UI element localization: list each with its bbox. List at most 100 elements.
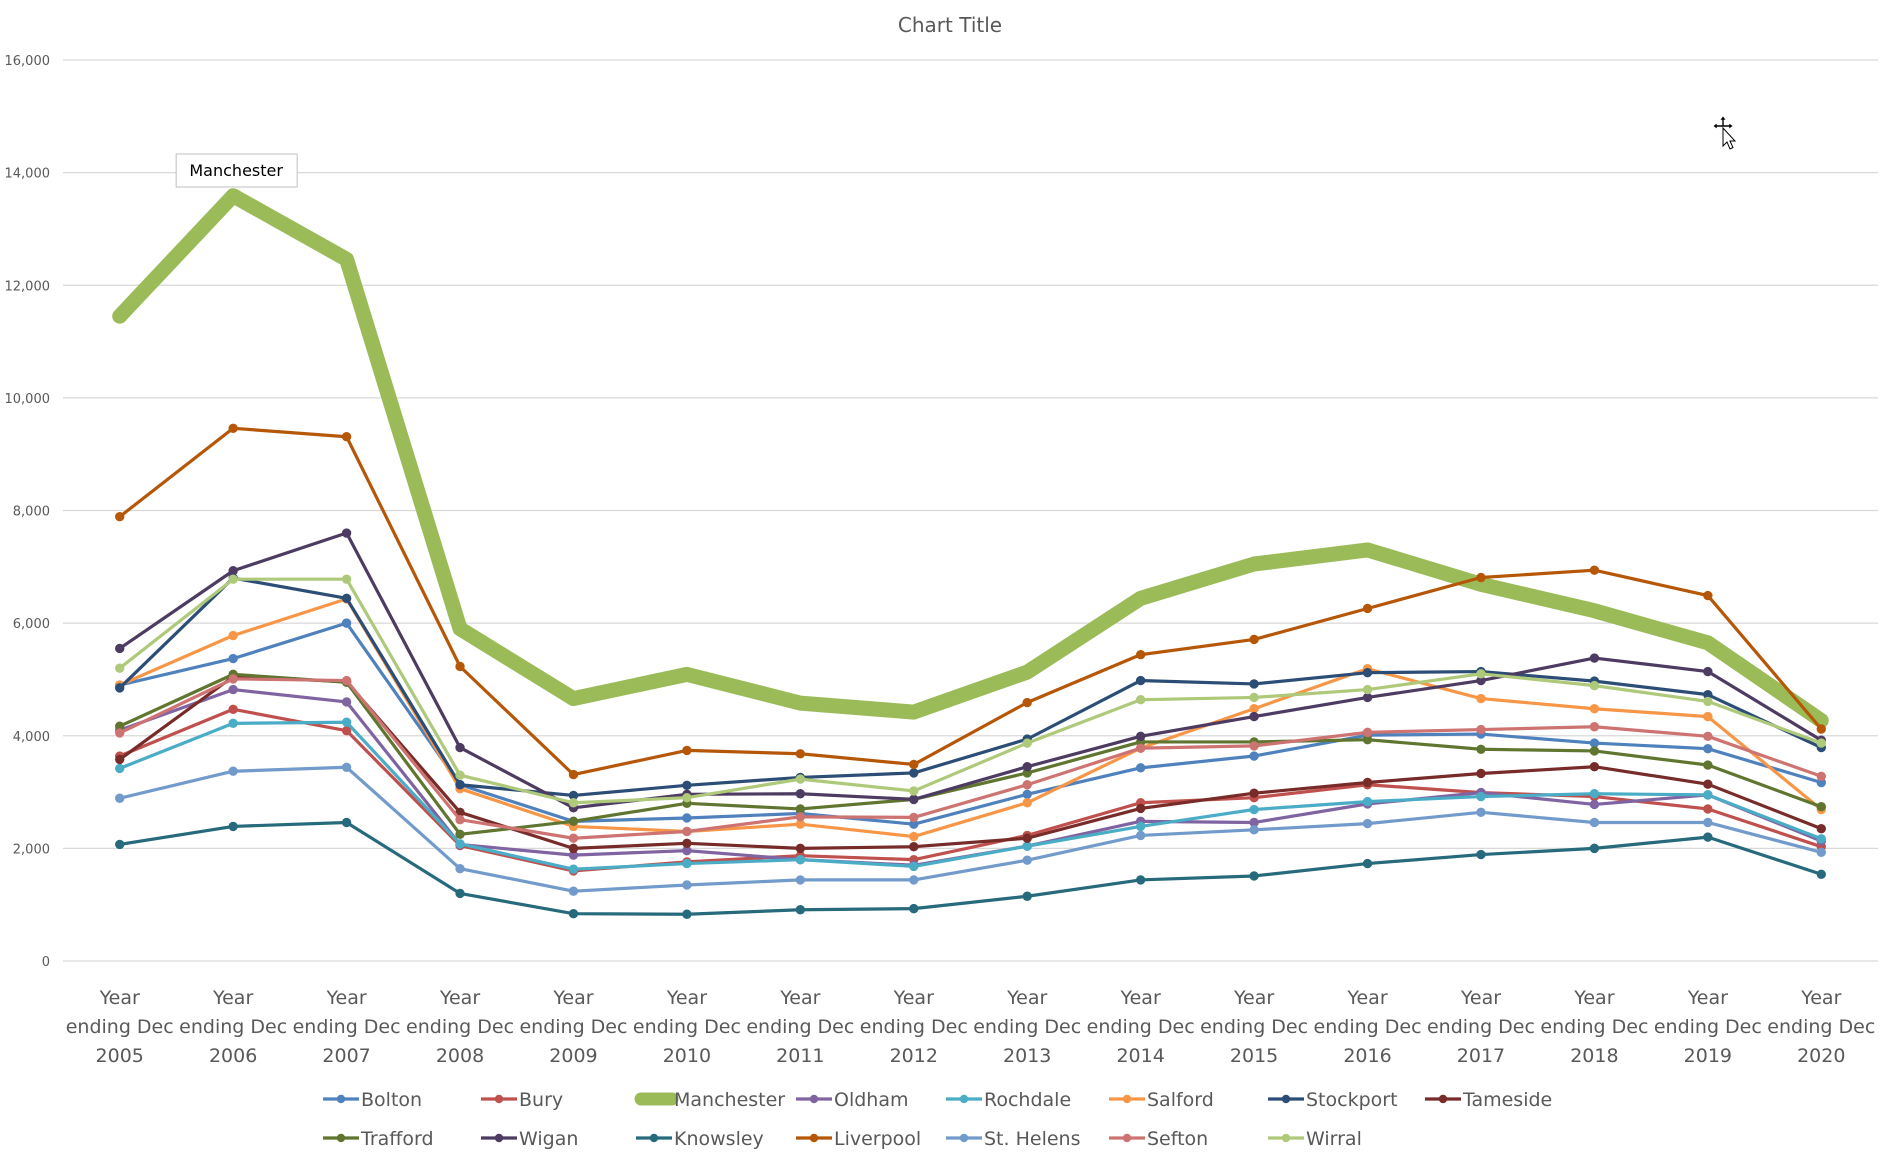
data-point[interactable] (1362, 796, 1373, 807)
data-point[interactable] (1816, 847, 1826, 858)
data-point[interactable] (909, 794, 919, 805)
data-point[interactable] (795, 812, 806, 822)
legend-item[interactable]: Bury (481, 1089, 563, 1111)
data-point[interactable] (1022, 762, 1032, 772)
data-point[interactable] (568, 908, 579, 919)
data-point[interactable] (1249, 692, 1259, 703)
data-point[interactable] (228, 566, 238, 576)
data-point[interactable] (1135, 763, 1146, 773)
data-point[interactable] (1249, 711, 1259, 722)
data-point[interactable] (1022, 833, 1032, 843)
legend-item[interactable]: St. Helens (946, 1128, 1080, 1150)
data-point[interactable] (1589, 843, 1600, 854)
data-point[interactable] (1362, 727, 1373, 738)
data-point[interactable] (1476, 669, 1486, 679)
data-point[interactable] (455, 829, 465, 839)
data-point[interactable] (682, 780, 692, 791)
data-point[interactable] (228, 630, 238, 641)
data-point[interactable] (1249, 704, 1259, 714)
legend-item[interactable]: Wirral (1268, 1128, 1362, 1150)
data-point[interactable] (1816, 834, 1826, 844)
data-point[interactable] (682, 838, 692, 849)
data-point[interactable] (1476, 572, 1486, 583)
data-point[interactable] (1476, 768, 1486, 779)
data-point[interactable] (1022, 697, 1032, 708)
data-point[interactable] (568, 798, 579, 808)
data-point[interactable] (1703, 760, 1713, 770)
data-point[interactable] (1816, 823, 1826, 834)
data-point[interactable] (455, 839, 465, 849)
data-point[interactable] (1135, 743, 1146, 753)
legend-item[interactable]: Knowsley (636, 1128, 764, 1150)
data-point[interactable] (1249, 871, 1259, 881)
data-point[interactable] (795, 789, 806, 799)
data-label-callout[interactable]: Manchester (175, 153, 298, 188)
data-point[interactable] (682, 858, 692, 869)
data-point[interactable] (1589, 789, 1600, 799)
data-point[interactable] (341, 717, 352, 727)
data-point[interactable] (115, 683, 125, 693)
data-point[interactable] (568, 833, 579, 843)
data-point[interactable] (795, 875, 806, 885)
data-point[interactable] (1703, 744, 1713, 754)
data-point[interactable] (1703, 666, 1713, 677)
data-point[interactable] (682, 880, 692, 890)
data-point[interactable] (1703, 804, 1713, 814)
data-point[interactable] (1476, 724, 1486, 735)
data-point[interactable] (568, 769, 579, 780)
data-point[interactable] (1022, 855, 1032, 865)
data-point[interactable] (1589, 762, 1600, 772)
data-point[interactable] (1703, 590, 1713, 601)
data-point[interactable] (1589, 653, 1600, 663)
data-point[interactable] (1249, 751, 1259, 761)
data-point[interactable] (1249, 825, 1259, 835)
data-point[interactable] (909, 861, 919, 872)
data-point[interactable] (455, 661, 465, 672)
data-point[interactable] (228, 766, 238, 776)
data-point[interactable] (341, 817, 352, 828)
series-sefton[interactable] (115, 674, 1826, 843)
data-point[interactable] (1476, 791, 1486, 802)
data-point[interactable] (795, 905, 806, 915)
legend-item[interactable]: Liverpool (796, 1128, 921, 1150)
legend-item[interactable]: Bolton (323, 1089, 422, 1111)
data-point[interactable] (1362, 818, 1373, 829)
data-point[interactable] (341, 762, 352, 772)
series-line[interactable] (118, 677, 1823, 840)
legend-item[interactable]: Manchester (634, 1089, 785, 1111)
data-point[interactable] (1135, 695, 1146, 705)
data-point[interactable] (1476, 849, 1486, 860)
data-point[interactable] (795, 843, 806, 854)
data-point[interactable] (1589, 565, 1600, 575)
data-point[interactable] (568, 886, 579, 896)
data-point[interactable] (1703, 696, 1713, 707)
data-point[interactable] (909, 768, 919, 778)
data-point[interactable] (1022, 789, 1032, 800)
data-point[interactable] (1249, 679, 1259, 689)
data-point[interactable] (1362, 603, 1373, 614)
data-point[interactable] (909, 875, 919, 885)
data-point[interactable] (341, 675, 352, 686)
legend-item[interactable]: Wigan (481, 1128, 578, 1150)
data-point[interactable] (115, 511, 125, 522)
data-point[interactable] (682, 826, 692, 837)
data-point[interactable] (341, 618, 352, 628)
data-point[interactable] (341, 725, 352, 736)
legend-item[interactable]: Rochdale (946, 1089, 1071, 1111)
data-point[interactable] (1362, 858, 1373, 869)
series-line[interactable] (118, 675, 1823, 850)
legend-item[interactable]: Sefton (1109, 1128, 1208, 1150)
data-point[interactable] (1135, 830, 1146, 841)
data-point[interactable] (1476, 807, 1486, 818)
data-point[interactable] (455, 770, 465, 780)
data-point[interactable] (228, 718, 238, 729)
series-knowsley[interactable] (115, 817, 1826, 919)
data-point[interactable] (115, 728, 125, 738)
data-point[interactable] (1816, 724, 1826, 734)
data-point[interactable] (1703, 790, 1713, 800)
data-point[interactable] (682, 909, 692, 919)
series-wirral[interactable] (115, 574, 1826, 808)
legend-item[interactable]: Tameside (1425, 1089, 1552, 1111)
